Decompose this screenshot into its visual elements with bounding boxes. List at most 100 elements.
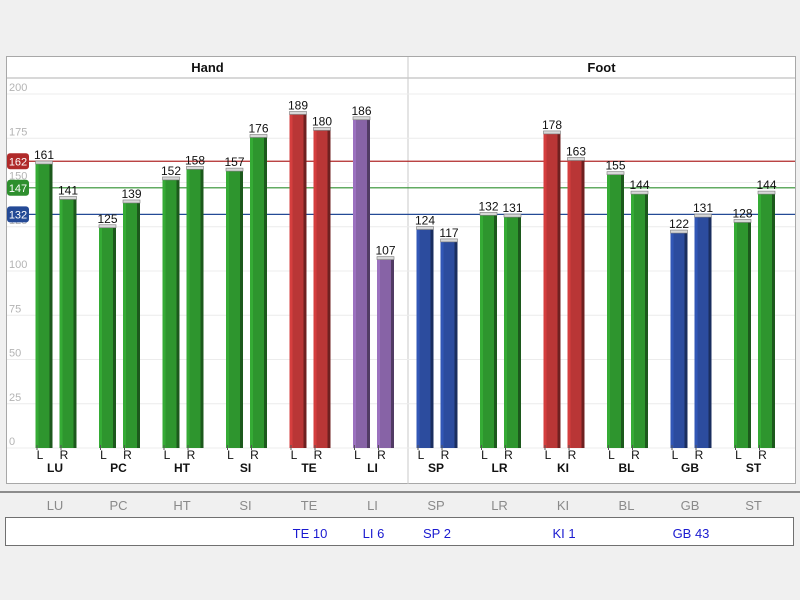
reference-label-147: 147 [9, 183, 27, 195]
summary-label-GB: GB [680, 498, 700, 513]
bar-cap-LI-R [376, 256, 395, 260]
bar-PC-L [99, 226, 116, 448]
value-label-HT-L: 152 [161, 164, 181, 178]
bar-cap-ST-L [733, 219, 752, 223]
side-label-ST-R: R [758, 448, 767, 462]
bar-cap-HT-R [186, 166, 204, 170]
y-tick-label: 75 [9, 303, 21, 315]
bar-cap-LR-R [503, 213, 522, 218]
bar-cap-TE-L [289, 111, 307, 115]
side-label-LU-R: R [60, 448, 69, 462]
bar-shade-HT-L [176, 178, 180, 448]
bar-SP-L [416, 228, 434, 448]
category-label-BL: BL [619, 461, 635, 475]
summary-label-LR: LR [491, 498, 508, 513]
side-label-SI-L: L [227, 448, 234, 462]
summary-label-ST: ST [745, 498, 762, 513]
value-label-SP-R: 117 [439, 226, 458, 240]
value-label-ST-R: 144 [756, 178, 776, 192]
value-label-LU-R: 141 [58, 183, 78, 197]
value-label-BL-R: 144 [629, 178, 649, 192]
bar-highlight-BL-L [607, 173, 610, 448]
bar-shade-LU-L [49, 163, 53, 448]
summary-label-SI: SI [239, 498, 252, 513]
bar-highlight-TE-L [289, 113, 293, 448]
divider-line [0, 491, 800, 493]
category-label-TE: TE [301, 461, 316, 475]
category-label-GB: GB [681, 461, 699, 475]
side-label-TE-R: R [314, 448, 323, 462]
reference-badge-147 [7, 179, 29, 196]
reference-badge-162 [7, 153, 29, 170]
point-label-LI: LI 6 [362, 526, 385, 541]
summary-label-BL: BL [618, 498, 635, 513]
bar-SI-R [250, 136, 267, 449]
bar-highlight-KI-R [567, 159, 571, 449]
category-label-SP: SP [428, 461, 444, 475]
bar-shade-LI-L [367, 118, 370, 448]
side-label-PC-L: L [100, 448, 107, 462]
value-label-TE-R: 180 [312, 114, 332, 128]
side-label-HT-R: R [187, 448, 196, 462]
bar-ST-R [758, 193, 775, 448]
side-label-LI-L: L [354, 448, 361, 462]
value-label-LI-R: 107 [375, 244, 395, 258]
point-label-SP: SP 2 [423, 526, 451, 541]
bar-highlight-SP-R [440, 240, 444, 448]
value-label-BL-L: 155 [605, 159, 625, 173]
bar-highlight-LU-R [59, 198, 63, 448]
bar-cap-GB-R [694, 213, 712, 218]
summary-row: LU PC HT SI TE LI SP LR KI BL GB ST [0, 498, 800, 518]
bar-BL-R [631, 193, 648, 448]
side-label-PC-R: R [123, 448, 132, 462]
value-label-GB-R: 131 [693, 201, 713, 215]
bar-cap-TE-R [313, 127, 331, 131]
y-tick-label: 200 [9, 82, 27, 94]
bar-shade-LR-R [518, 216, 521, 448]
bar-highlight-ST-L [734, 221, 737, 448]
bar-GB-L [670, 232, 688, 448]
bar-shade-KI-R [581, 159, 585, 449]
point-label-TE: TE 10 [292, 526, 328, 541]
header-band [7, 57, 795, 78]
bar-cap-KI-L [543, 130, 561, 135]
value-label-SI-R: 176 [248, 121, 268, 135]
side-label-SP-L: L [418, 448, 425, 462]
bar-TE-R [313, 129, 331, 448]
meridian-bar-chart: Hand Foot 0 25 50 75 100 125 150 175 200 162 147 132 1… [7, 57, 795, 484]
side-label-SP-R: R [441, 448, 450, 462]
side-label-HT-L: L [164, 448, 171, 462]
value-label-KI-L: 178 [542, 118, 562, 132]
bar-highlight-SP-L [416, 228, 420, 448]
summary-label-PC: PC [109, 498, 128, 513]
bar-LR-R [504, 216, 521, 448]
category-label-LU: LU [47, 461, 63, 475]
summary-label-LU: LU [46, 498, 64, 513]
bar-ST-L [734, 221, 751, 448]
bar-KI-R [567, 159, 585, 449]
category-label-HT: HT [174, 461, 191, 475]
y-tick-label: 150 [9, 171, 27, 183]
category-label-LI: LI [367, 461, 378, 475]
bar-shade-GB-L [684, 232, 688, 448]
bar-shade-TE-R [327, 129, 331, 448]
bar-shade-LR-L [494, 214, 497, 448]
side-label-LI-R: R [377, 448, 386, 462]
bar-cap-LR-L [479, 212, 498, 216]
bar-LI-R [377, 258, 394, 448]
bar-HT-L [162, 178, 180, 448]
bar-highlight-ST-R [758, 193, 761, 448]
side-label-ST-L: L [735, 448, 742, 462]
bar-GB-R [694, 216, 712, 448]
bar-highlight-LR-R [504, 216, 507, 448]
value-label-PC-R: 139 [121, 187, 141, 201]
y-tick-label: 100 [9, 259, 27, 271]
value-label-SP-L: 124 [415, 214, 435, 228]
bar-cap-SI-L [225, 167, 244, 172]
bar-cap-LU-R [59, 196, 77, 200]
bar-shade-SI-L [240, 170, 243, 449]
bar-highlight-BL-R [631, 193, 634, 448]
bar-highlight-TE-R [313, 129, 317, 448]
bar-highlight-PC-R [123, 201, 126, 448]
side-label-LR-R: R [504, 448, 513, 462]
